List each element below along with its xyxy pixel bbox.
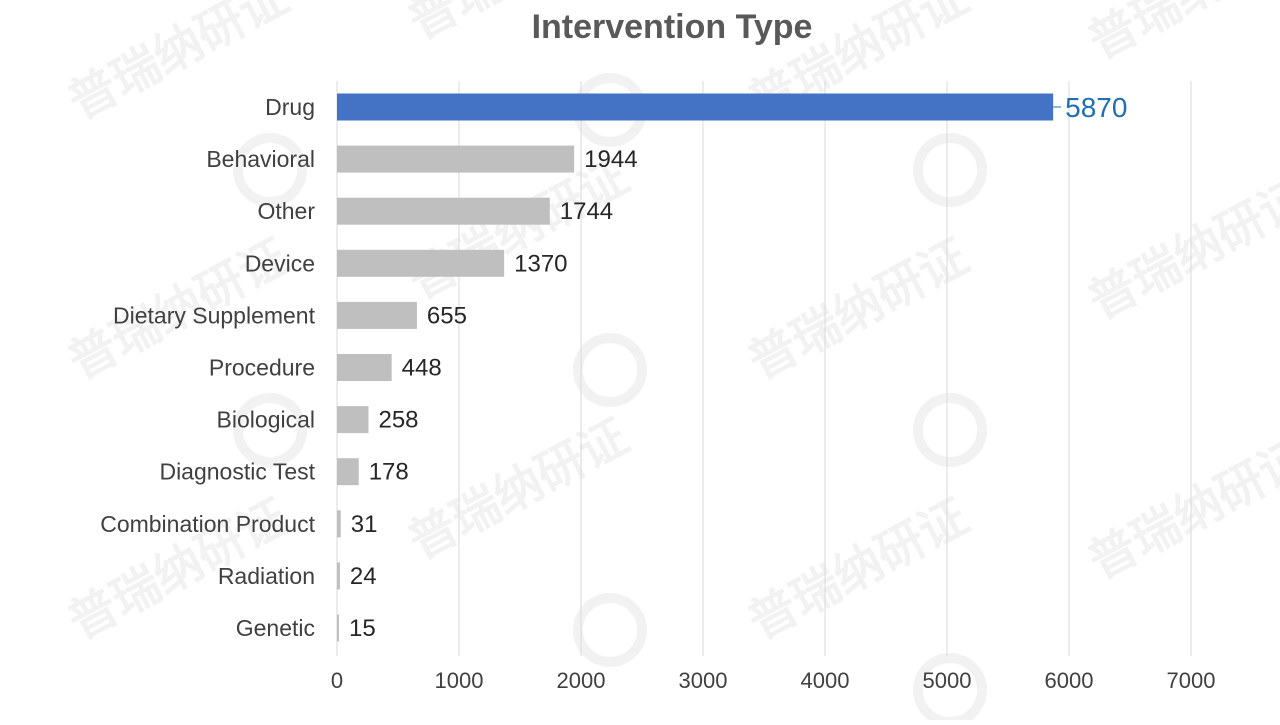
- bar-device: [337, 249, 505, 277]
- watermark-text: 普瑞纳研证: [400, 410, 637, 569]
- x-tick-label: 3000: [679, 668, 728, 693]
- watermark-text: 普瑞纳研证: [400, 150, 637, 309]
- watermark-logo-icon: [233, 133, 307, 207]
- watermark-logo-icon: [913, 393, 987, 467]
- data-label: 24: [350, 563, 377, 590]
- category-label: Radiation: [218, 563, 315, 589]
- bar-combination-product: [337, 510, 341, 538]
- x-tick-label: 6000: [1045, 668, 1094, 693]
- watermark-text: 普瑞纳研证: [1080, 430, 1280, 589]
- data-label: 31: [351, 511, 378, 538]
- data-label: 1744: [560, 198, 613, 225]
- x-tick-label: 0: [331, 668, 343, 693]
- watermark-text: 普瑞纳研证: [1080, 0, 1280, 70]
- watermark-logo-icon: [573, 333, 647, 407]
- x-tick-label: 1000: [435, 668, 484, 693]
- data-label: 655: [427, 302, 467, 329]
- data-label: 258: [378, 407, 418, 434]
- category-label: Drug: [265, 94, 315, 120]
- x-tick-label: 2000: [557, 668, 606, 693]
- category-label: Other: [257, 198, 315, 224]
- bar-dietary-supplement: [337, 301, 417, 329]
- category-label: Diagnostic Test: [159, 459, 315, 485]
- bar-radiation: [337, 562, 340, 590]
- watermark-logo-icon: [233, 393, 307, 467]
- x-tick-label: 4000: [801, 668, 850, 693]
- data-label: 15: [349, 615, 376, 642]
- bar-genetic: [337, 614, 339, 642]
- x-tick-label: 5000: [923, 668, 972, 693]
- chart-title: Intervention Type: [532, 8, 813, 46]
- category-label: Biological: [217, 407, 315, 433]
- category-labels: Drug Behavioral Other Device Dietary Supplem…: [100, 94, 315, 641]
- x-tick-labels: 0 1000 2000 3000 4000 5000 6000 7000: [331, 668, 1216, 693]
- watermark-logo-icon: [913, 133, 987, 207]
- bar-biological: [337, 406, 369, 434]
- category-label: Procedure: [209, 355, 315, 381]
- data-label: 178: [369, 459, 409, 486]
- watermark-text: 普瑞纳研证: [1080, 170, 1280, 329]
- bars: [337, 93, 1054, 642]
- gridlines: [336, 81, 1192, 656]
- watermark-logo-icon: [573, 593, 647, 667]
- bar-diagnostic-test: [337, 458, 359, 486]
- category-label: Combination Product: [100, 511, 315, 537]
- data-label: 5870: [1065, 92, 1127, 123]
- watermark-text: 普瑞纳研证: [740, 490, 977, 649]
- category-label: Device: [245, 250, 315, 276]
- data-labels: 5870 1944 1744 1370 655 448 258 178 31 24 15: [349, 92, 1127, 642]
- x-tick-label: 7000: [1167, 668, 1216, 693]
- category-label: Genetic: [236, 615, 315, 641]
- bar-other: [337, 197, 550, 225]
- data-label: 1370: [514, 250, 567, 277]
- watermark-text: 普瑞纳研证: [740, 230, 977, 389]
- data-label: 1944: [584, 146, 637, 173]
- bar-drug: [337, 93, 1054, 121]
- category-label: Behavioral: [206, 146, 315, 172]
- bar-procedure: [337, 354, 392, 381]
- category-label: Dietary Supplement: [113, 302, 316, 328]
- data-label: 448: [402, 355, 442, 382]
- bar-behavioral: [337, 145, 575, 173]
- watermark-text: 普瑞纳研证: [60, 0, 297, 130]
